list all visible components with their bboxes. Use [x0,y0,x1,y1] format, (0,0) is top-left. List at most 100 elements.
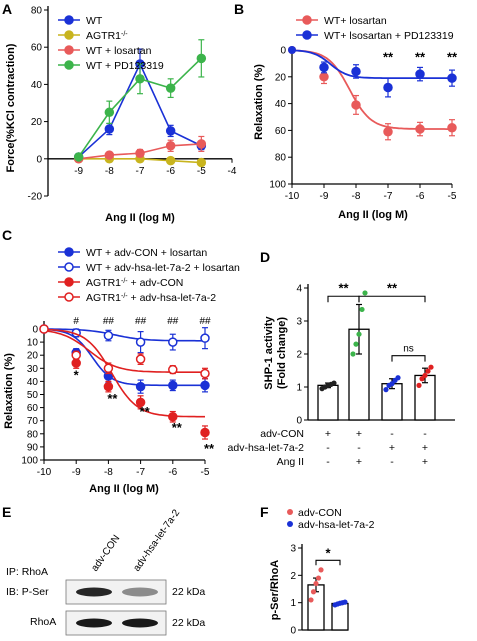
chart-a-y-tick-label: 60 [31,43,43,54]
chart-b-x-tick-label: -6 [416,191,425,202]
chart-c-significance-mark: * [74,368,80,383]
panel-label-b: B [234,1,244,17]
chart-d-condition-label: adv-hsa-let-7a-2 [228,442,305,454]
chart-f-legend-dot [287,509,293,515]
chart-d-dot [416,382,422,388]
chart-b-legend-item-0-label: WT+ losartan [324,15,387,27]
chart-b-point [447,122,457,133]
chart-a-y-tick-label: 0 [36,154,42,165]
chart-a-point [165,155,176,166]
chart-c-point [200,380,210,391]
blot-row-label-pser: IB: P-Ser [6,586,49,598]
panel-label-f: F [260,504,269,520]
chart-c-y-tick-label: 40 [27,377,39,388]
chart-b-point [351,100,361,110]
chart-b: -10 -9 -8 -7 -6 -5 0 20 40 60 80 100 ** ** ** WT+ los… [253,15,458,221]
chart-c-legend-item-1-label: WT + adv-hsa-let-7a-2 + losartan [86,262,240,274]
chart-b-axes: -10 -9 -8 -7 -6 -5 0 20 40 60 80 100 [269,46,457,203]
chart-a-x-tick-label: -9 [74,166,83,177]
chart-c-y-tick-label: 100 [21,456,38,467]
chart-d-ylabel: SHP-1 activity [263,315,275,389]
chart-a-legend-item-0-label: WT [86,15,103,27]
chart-f-y-tick-label: 1 [290,598,296,609]
chart-c-point [200,333,210,343]
chart-a-legend-item-1-marker [64,30,74,40]
chart-c-legend-item-3-marker [64,292,74,302]
chart-d-dot [389,381,395,387]
chart-b-point [415,124,425,134]
chart-d-conditions: adv-CON + + - - adv-hsa-let-7a-2 - - + + Ang II - + -… [228,428,429,468]
chart-d-y-tick-label: 3 [296,317,302,328]
chart-b-marks: ** ** ** [288,46,458,141]
chart-d-condition-sign: - [390,428,394,440]
chart-c-legend-item-2-marker [64,277,74,287]
chart-d: 0 1 2 3 4 ** ** ns adv-CON + + - - adv-hsa-let-7a-2… [228,280,455,468]
chart-a-point [196,53,207,64]
chart-b-point [319,72,329,82]
chart-d-dot [331,380,337,386]
chart-a-point [165,141,176,151]
panel-label-e: E [2,504,11,520]
chart-c-x-tick-label: -10 [37,467,52,478]
chart-d-dot [362,290,368,296]
chart-d-dot [428,364,434,370]
chart-c-hash-mark: ## [103,316,115,327]
chart-b-significance-mark: ** [415,49,426,64]
chart-b-significance-mark: ** [447,49,458,64]
chart-c-point [168,412,178,422]
chart-d-dot [353,341,359,347]
chart-d-condition-sign: - [423,428,427,440]
chart-d-dot [425,368,431,374]
chart-c-significance-mark: ** [204,441,215,456]
chart-b-x-tick-label: -10 [285,191,300,202]
chart-c-legend-item-0-marker [64,247,74,257]
chart-d-condition-sign: + [325,428,331,440]
chart-f-dot [308,597,314,603]
chart-b-legend-item-0-marker [302,15,312,25]
chart-c-fit-curve-0 [43,328,205,387]
chart-c-point [103,381,114,392]
chart-c-axes: -10 -9 -8 -7 -6 -5 0 10 20 30 40 50 60 70 80 90 100 [21,321,210,478]
blot-band [76,587,112,597]
chart-b-significance-mark: ** [383,49,394,64]
chart-c-point [71,358,81,368]
chart-d-significance-mark: ** [387,280,398,295]
chart-a-point [165,126,176,136]
chart-b-legend: WT+ losartan WT+ lsosartan + PD123319 [296,15,454,42]
chart-f-y-tick-label: 2 [290,571,296,582]
chart-a-point [104,124,115,134]
chart-d-condition-sign: - [390,456,394,468]
chart-c-point [168,337,178,347]
chart-b-xlabel: Ang II (log M) [338,209,408,221]
chart-b-y-tick-label: 0 [280,46,286,57]
chart-a-y-tick-label: 80 [31,6,43,17]
chart-b-x-tick-label: -7 [384,191,393,202]
chart-b-fit-curve-0 [291,49,452,130]
chart-c-significance-mark: ** [140,404,151,419]
chart-c-y-tick-label: 60 [27,403,39,414]
chart-a-y-tick-label: 40 [31,80,43,91]
blot-band [122,587,158,597]
chart-b-point [415,69,425,79]
chart-b-y-tick-label: 80 [275,153,287,164]
chart-f-dot [318,567,324,573]
chart-a-xlabel: Ang II (log M) [105,212,175,224]
chart-d-condition-sign: + [422,442,428,454]
chart-c-legend-item-3-label: AGTR1-/- + adv-hsa-let-7a-2 [86,292,216,304]
panel-label-d: D [260,249,270,265]
chart-b-point [383,82,393,93]
chart-b-legend-item-1-label: WT+ lsosartan + PD123319 [324,30,454,42]
chart-d-condition-sign: - [326,442,330,454]
chart-a-legend-item-1-label: AGTR1-/- [86,30,128,42]
chart-c-point [135,381,146,392]
blot-row-label-rhoa: RhoA [30,616,56,628]
chart-b-y-tick-label: 20 [275,72,287,83]
chart-c-legend-item-1-marker [64,262,74,272]
chart-c-y-tick-label: 20 [27,351,39,362]
chart-d-dot [422,372,428,379]
chart-c-point [135,354,146,364]
chart-b-x-tick-label: -5 [448,191,457,202]
chart-a-point [196,139,207,149]
